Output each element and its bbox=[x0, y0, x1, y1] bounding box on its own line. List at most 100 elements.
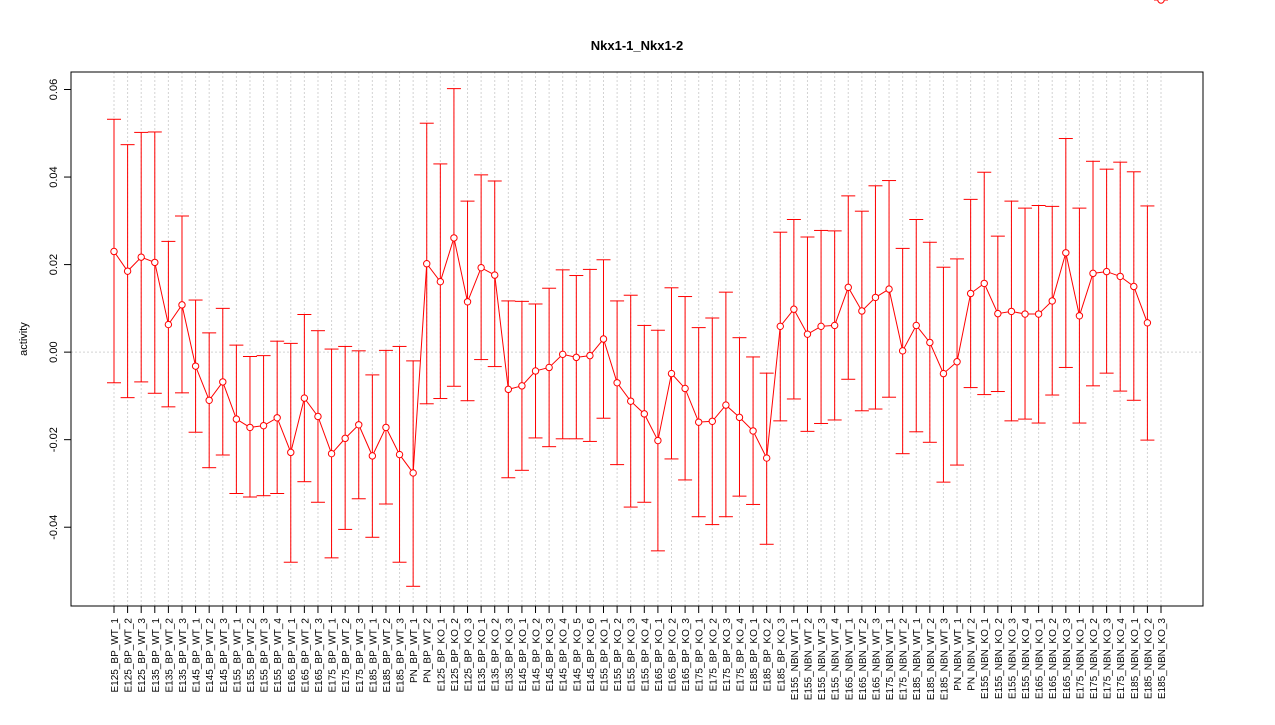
data-point bbox=[423, 260, 431, 268]
data-point bbox=[395, 450, 404, 459]
x-tick-label: E165_NBN_KO_1 bbox=[1035, 618, 1046, 700]
data-point bbox=[205, 396, 213, 404]
x-tick-label: E185_BP_KO_3 bbox=[776, 618, 787, 692]
data-point bbox=[436, 277, 445, 286]
data-point bbox=[545, 363, 553, 372]
x-tick-label: E165_NBN_WT_1 bbox=[844, 618, 855, 701]
data-point bbox=[599, 335, 608, 343]
data-point bbox=[1075, 312, 1084, 320]
data-point bbox=[790, 305, 798, 313]
x-tick-label: E175_NBN_KO_3 bbox=[1103, 618, 1114, 700]
x-tick-label: E155_NBN_WT_2 bbox=[803, 618, 814, 701]
data-point bbox=[966, 289, 975, 298]
x-tick-label: E155_BP_WT_3 bbox=[260, 618, 271, 693]
data-point bbox=[776, 322, 784, 331]
x-tick-label: E145_BP_WT_3 bbox=[219, 618, 230, 693]
data-point bbox=[559, 350, 567, 359]
x-tick-label: E175_NBN_KO_4 bbox=[1116, 618, 1127, 700]
data-point bbox=[1034, 310, 1043, 318]
data-point bbox=[1007, 307, 1016, 316]
x-tick-label: PN_BP_WT_1 bbox=[409, 618, 420, 683]
data-point bbox=[912, 321, 920, 330]
data-point bbox=[246, 423, 254, 432]
chart-title: Nkx1-1_Nkx1-2 bbox=[591, 38, 684, 53]
x-tick-label: E175_NBN_KO_2 bbox=[1089, 618, 1100, 700]
x-tick-label: E185_BP_KO_1 bbox=[749, 618, 760, 692]
data-point bbox=[885, 285, 893, 293]
data-point bbox=[844, 283, 852, 292]
x-tick-label: PN_BP_WT_2 bbox=[423, 618, 434, 683]
data-point bbox=[681, 384, 689, 393]
data-point bbox=[137, 253, 145, 261]
data-point bbox=[749, 427, 757, 435]
x-tick-label: E155_BP_KO_2 bbox=[613, 618, 624, 692]
x-tick-label: E155_NBN_WT_1 bbox=[790, 618, 801, 701]
x-tick-label: E175_NBN_KO_1 bbox=[1075, 618, 1086, 700]
x-tick-label: E155_BP_KO_3 bbox=[627, 618, 638, 692]
y-axis-label: activity bbox=[18, 322, 30, 356]
x-tick-label: E135_BP_WT_2 bbox=[164, 618, 175, 693]
plot-frame bbox=[70, 71, 1204, 607]
data-point bbox=[762, 454, 771, 462]
data-point bbox=[980, 279, 988, 288]
x-tick-label: E145_BP_WT_1 bbox=[192, 618, 203, 693]
x-tick-label: E145_BP_WT_2 bbox=[205, 618, 216, 693]
x-tick-label: E165_BP_KO_3 bbox=[681, 618, 692, 692]
x-tick-label: E155_BP_KO_1 bbox=[600, 618, 611, 692]
x-tick-label: E185_NBN_KO_2 bbox=[1143, 618, 1154, 700]
data-point bbox=[926, 338, 934, 347]
x-tick-label: E165_NBN_KO_2 bbox=[1048, 618, 1059, 700]
x-tick-label: E125_BP_KO_1 bbox=[436, 618, 447, 692]
x-tick-label: E185_NBN_WT_2 bbox=[926, 618, 937, 701]
grid-layer bbox=[71, 72, 1203, 606]
data-point bbox=[1089, 269, 1097, 278]
x-tick-label: E165_NBN_WT_2 bbox=[858, 618, 869, 701]
y-tick-label: 0.02 bbox=[48, 254, 60, 275]
x-tick-label: E165_NBN_KO_3 bbox=[1062, 618, 1073, 700]
data-point bbox=[1021, 310, 1029, 318]
x-tick-label: E155_NBN_KO_4 bbox=[1021, 618, 1032, 700]
data-point bbox=[151, 258, 159, 267]
x-tick-label: E185_BP_WT_2 bbox=[382, 618, 393, 693]
x-tick-label: E185_NBN_WT_3 bbox=[939, 618, 950, 701]
error-bars-layer bbox=[107, 0, 1168, 587]
x-tick-label: E155_NBN_WT_4 bbox=[831, 618, 842, 701]
data-point bbox=[463, 298, 472, 306]
data-point bbox=[817, 322, 825, 331]
x-tick-label: E145_BP_KO_1 bbox=[518, 618, 529, 692]
y-tick-label: -0.02 bbox=[48, 427, 60, 452]
x-tick-label: E185_BP_KO_2 bbox=[763, 618, 774, 692]
x-tick-label: E135_BP_KO_3 bbox=[504, 618, 515, 692]
x-tick-label: E155_BP_WT_2 bbox=[246, 618, 257, 693]
x-tick-label: E185_BP_WT_3 bbox=[396, 618, 407, 693]
data-point bbox=[1116, 272, 1124, 281]
data-point bbox=[259, 421, 268, 430]
data-point bbox=[640, 410, 648, 418]
data-point bbox=[327, 449, 336, 458]
x-tick-label: E135_BP_KO_1 bbox=[477, 618, 488, 692]
data-point bbox=[164, 320, 173, 329]
x-tick-label: E185_NBN_KO_1 bbox=[1130, 618, 1141, 700]
x-tick-label: E155_BP_WT_4 bbox=[273, 618, 284, 693]
data-point bbox=[613, 379, 621, 387]
x-tick-label: E145_BP_KO_3 bbox=[545, 618, 556, 692]
x-tick-label: E135_BP_WT_3 bbox=[178, 618, 189, 693]
x-tick-label: E185_BP_WT_1 bbox=[368, 618, 379, 693]
data-point bbox=[1130, 282, 1138, 291]
data-point bbox=[273, 414, 281, 422]
x-tick-label: E165_NBN_WT_3 bbox=[871, 618, 882, 701]
points-layer bbox=[110, 0, 1165, 477]
data-point bbox=[939, 369, 948, 378]
x-tick-label: E175_BP_KO_3 bbox=[722, 618, 733, 692]
x-tick-label: E175_NBN_WT_1 bbox=[885, 618, 896, 701]
data-point bbox=[477, 263, 485, 272]
y-tick-label: 0.00 bbox=[48, 341, 60, 362]
x-tick-label: E155_NBN_KO_2 bbox=[994, 618, 1005, 700]
x-tick-label: E175_BP_WT_2 bbox=[341, 618, 352, 693]
x-tick-label: E165_BP_KO_2 bbox=[667, 618, 678, 692]
data-point bbox=[953, 358, 961, 366]
x-tick-label: E175_BP_KO_2 bbox=[708, 618, 719, 692]
data-point bbox=[627, 397, 635, 405]
x-tick-label: E125_BP_WT_1 bbox=[110, 618, 121, 693]
